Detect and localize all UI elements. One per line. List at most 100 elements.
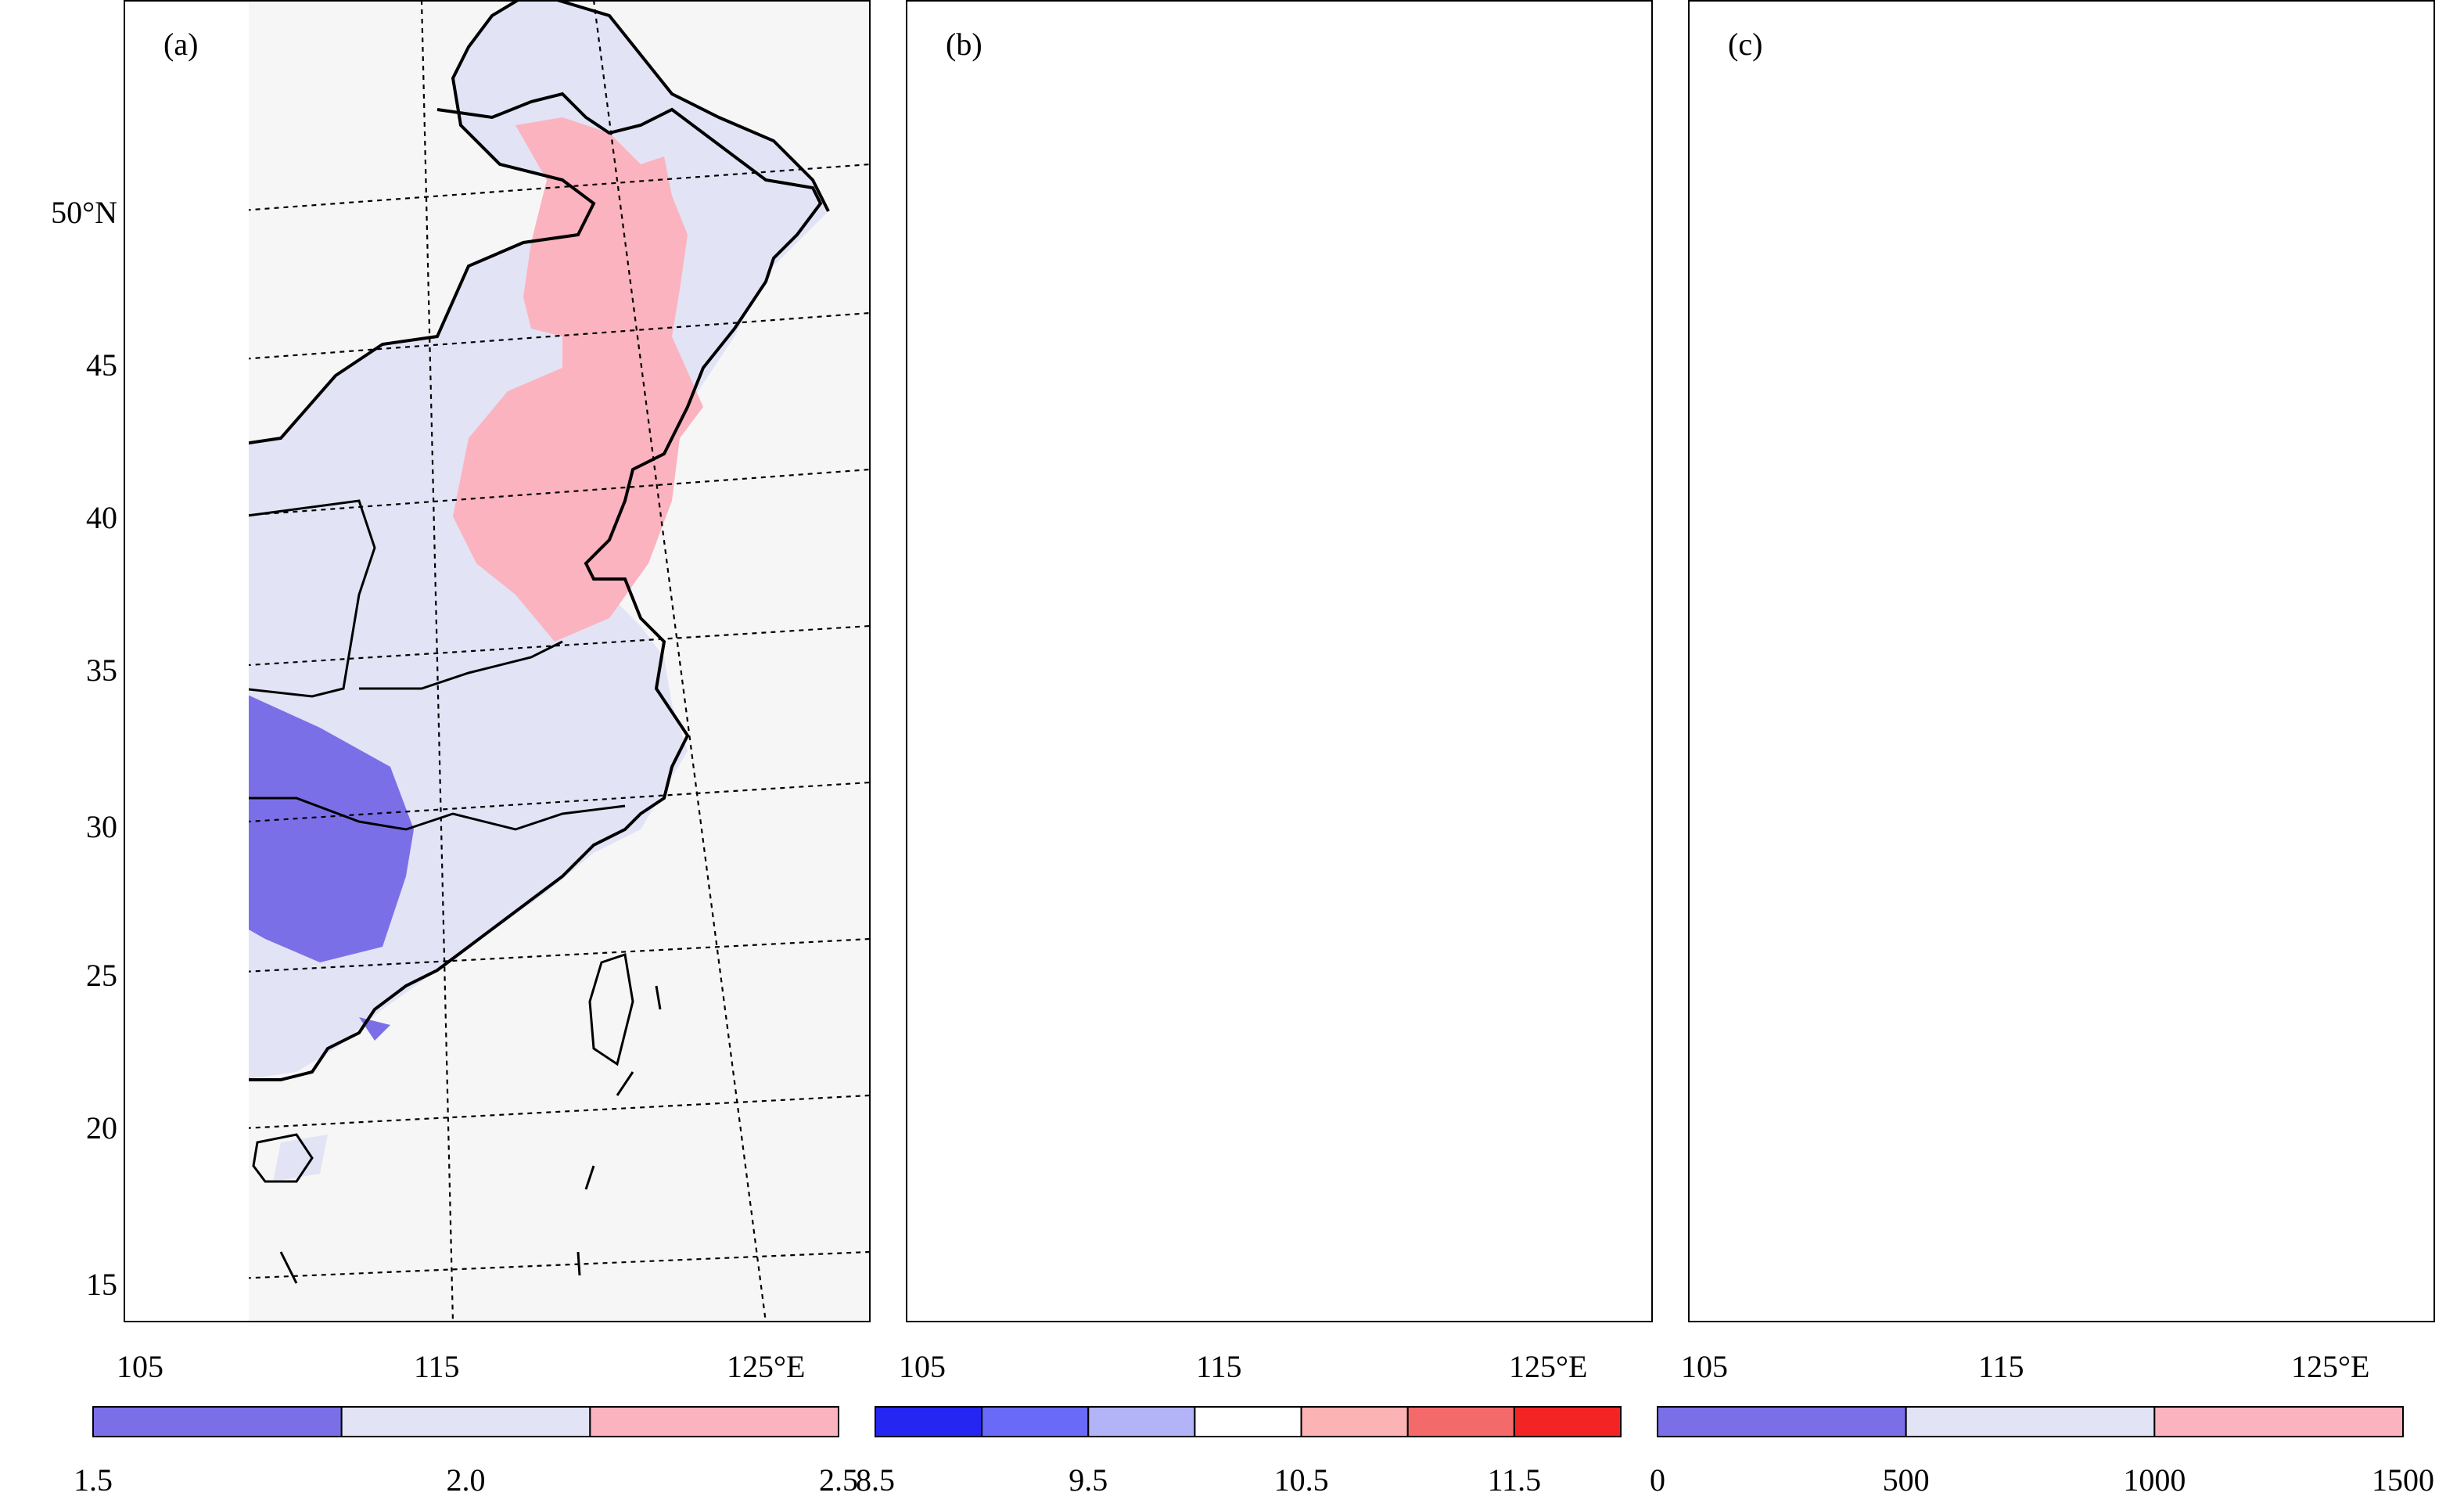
graticule-line xyxy=(907,1095,1652,1135)
colorbar-tick-label: 8.5 xyxy=(856,1462,895,1498)
graticule-line xyxy=(249,1094,871,1129)
graticule-line xyxy=(1986,0,2017,1322)
panel-frame xyxy=(124,0,871,1322)
contour-region xyxy=(2150,955,2197,1064)
contour-region xyxy=(1689,0,2434,1322)
island-mark xyxy=(616,1071,634,1096)
graticule-line xyxy=(1689,1252,2434,1283)
contour-region xyxy=(1243,939,1376,1033)
panel-label: (b) xyxy=(946,27,982,62)
panel-frame xyxy=(906,0,1653,1322)
graticule-line xyxy=(907,469,1652,524)
colorbar-segment xyxy=(981,1406,1090,1437)
island-mark xyxy=(1360,1252,1362,1275)
island-mark xyxy=(655,985,662,1010)
river-line xyxy=(1923,642,2127,689)
graticule-line xyxy=(1689,1095,2434,1135)
island-taiwan xyxy=(2154,955,2197,1064)
island-mark xyxy=(2221,986,2225,1009)
contour-region xyxy=(907,595,938,634)
colorbar-tick-label: 1.5 xyxy=(74,1462,113,1498)
colorbar-tick-label: 11.5 xyxy=(1488,1462,1542,1498)
graticule-line xyxy=(249,624,871,667)
island-mark xyxy=(1845,1252,1861,1283)
colorbar-segment xyxy=(875,1406,983,1437)
graticule-line xyxy=(1689,782,2434,829)
region-border xyxy=(1000,501,1157,696)
contour-region xyxy=(1689,0,2393,673)
colorbar-segment xyxy=(1657,1406,1907,1437)
island-hainan xyxy=(1036,1135,1094,1182)
colorbar-segment xyxy=(1905,1406,2156,1437)
colorbar-segment xyxy=(1513,1406,1622,1437)
graticule-line xyxy=(907,1252,1652,1283)
contour-region xyxy=(907,0,1652,1322)
island-mark xyxy=(1063,1252,1079,1283)
contour-region xyxy=(249,695,414,962)
island-mark xyxy=(584,1165,595,1190)
island-mark xyxy=(2150,1166,2158,1189)
graticule-line xyxy=(249,468,871,516)
graticule-line xyxy=(592,0,767,1322)
contour-region xyxy=(124,438,171,595)
map-panel-b: (b) xyxy=(906,0,1653,1322)
colorbar-segment xyxy=(1300,1406,1409,1437)
contour-region xyxy=(1689,532,1947,681)
colorbar-tick-label: 2.0 xyxy=(447,1462,486,1498)
colorbar-tick-label: 9.5 xyxy=(1069,1462,1108,1498)
contour-region xyxy=(273,1135,328,1182)
panel-label: (a) xyxy=(163,27,198,62)
lat-tick-label: 35 xyxy=(86,653,117,688)
lat-tick-label: 45 xyxy=(86,347,117,383)
island-mark xyxy=(2143,1252,2144,1275)
lon-tick-label: 105 xyxy=(899,1349,946,1384)
river-line xyxy=(1689,798,2189,861)
graticule-line xyxy=(907,164,1652,219)
graticule-line xyxy=(420,0,454,1322)
colorbar-b: 8.5 9.5 10.5 11.5 xyxy=(856,1406,1622,1498)
lat-tick-label: 25 xyxy=(86,958,117,993)
colorbar-tick-label: 500 xyxy=(1883,1462,1930,1498)
colorbar-segment xyxy=(1194,1406,1302,1437)
colorbar-c: 0 500 1000 1500 xyxy=(1650,1406,2434,1498)
island-taiwan xyxy=(588,953,634,1066)
map-panel-a: (a) xyxy=(124,0,871,1322)
graticule-line xyxy=(249,311,871,360)
contour-region xyxy=(1689,0,2393,1080)
colorbar-segment xyxy=(589,1406,839,1437)
coastline xyxy=(907,94,1603,1080)
lat-tick-label: 15 xyxy=(86,1267,117,1302)
country-border xyxy=(249,0,830,445)
colorbar-tick-label: 10.5 xyxy=(1274,1462,1329,1498)
contour-region xyxy=(907,822,1032,1033)
colorbar-tick-label: 0 xyxy=(1650,1462,1665,1498)
graticule-line xyxy=(1689,0,1720,1322)
coastline xyxy=(249,92,823,1081)
island-taiwan xyxy=(1372,955,1415,1064)
graticule-line xyxy=(249,937,871,973)
colorbar-tick-label: 1500 xyxy=(2372,1462,2434,1498)
panel-frame xyxy=(1688,0,2435,1322)
lon-tick-label: 115 xyxy=(414,1349,460,1384)
graticule-line xyxy=(1689,313,2434,368)
lon-tick-label: 115 xyxy=(1978,1349,2024,1384)
contour-region xyxy=(907,0,1611,1080)
river-line xyxy=(907,798,1407,861)
graticule-line xyxy=(907,313,1652,368)
contour-region xyxy=(1000,540,1251,782)
island-mark xyxy=(1368,1166,1376,1189)
lon-tick-label: 115 xyxy=(1196,1349,1242,1384)
lat-tick-label: 30 xyxy=(86,809,117,844)
lon-tick-label: 105 xyxy=(1681,1349,1728,1384)
graticule-line xyxy=(907,626,1652,673)
colorbar-segment xyxy=(2153,1406,2404,1437)
graticule-line xyxy=(1204,0,1235,1322)
contour-region xyxy=(1243,368,1376,446)
colorbar-tick-label: 1000 xyxy=(2123,1462,2186,1498)
colorbar-tick-label: 2.5 xyxy=(819,1462,858,1498)
lon-tick-label: 105 xyxy=(117,1349,163,1384)
island-mark xyxy=(1439,986,1442,1009)
island-mark xyxy=(2182,1072,2197,1095)
graticule-line xyxy=(124,0,156,1322)
